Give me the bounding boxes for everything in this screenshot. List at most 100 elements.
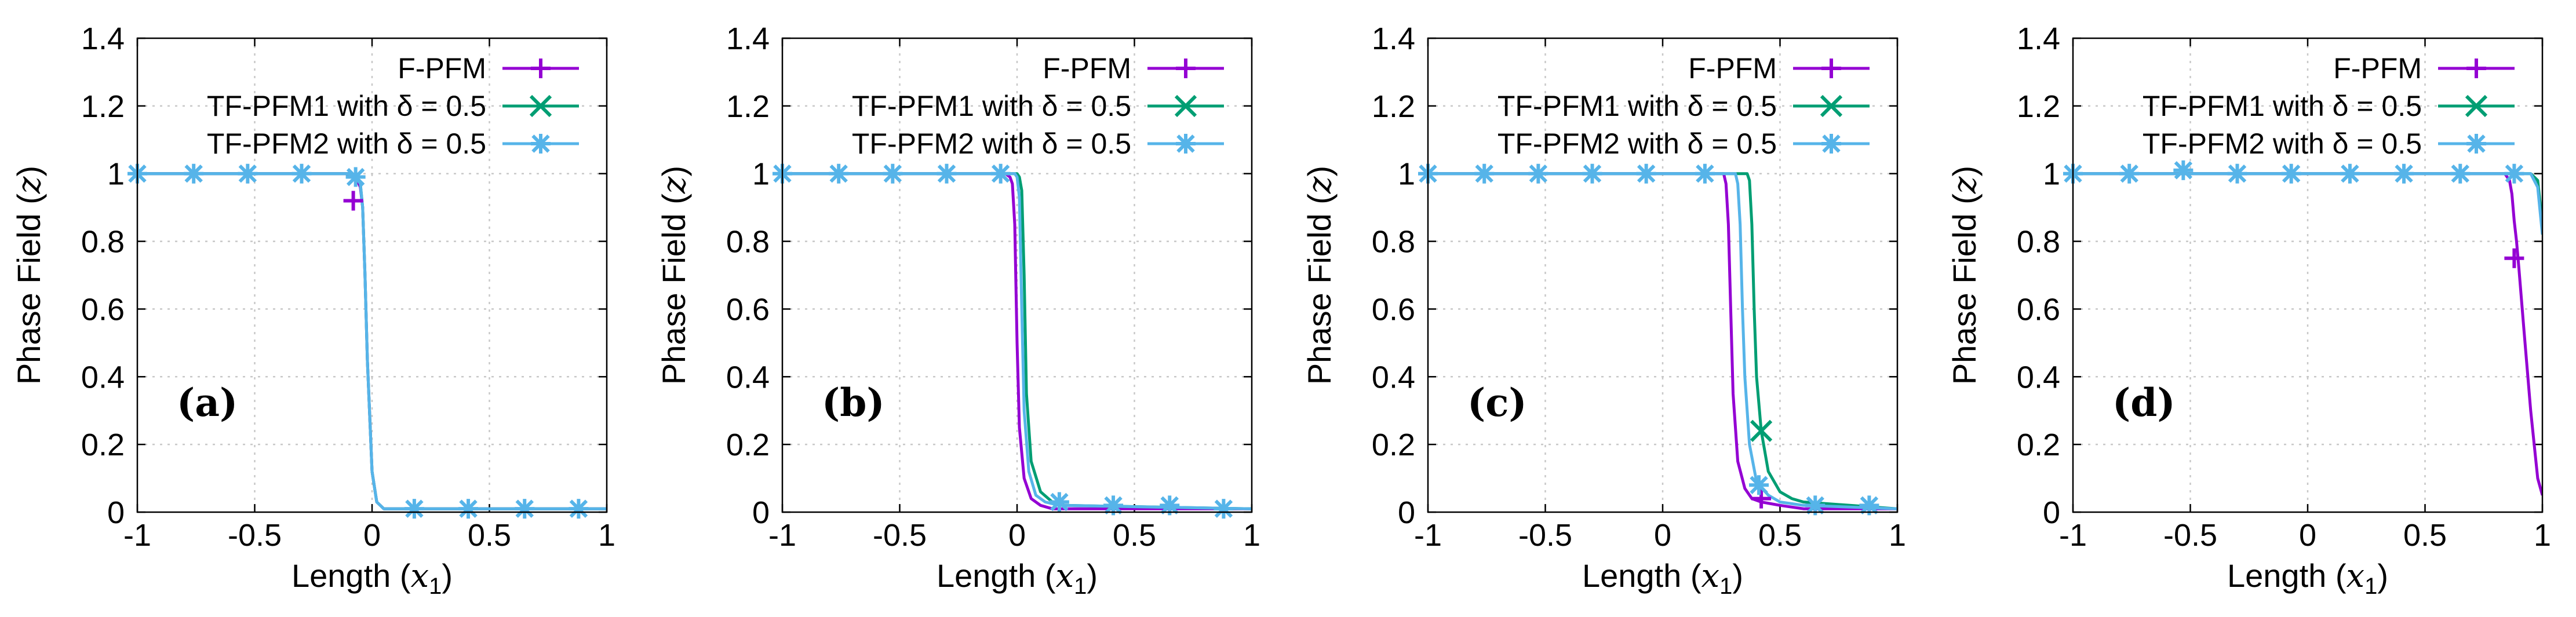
- y-axis-label-text: Phase Field (: [655, 194, 692, 385]
- x-tick-label: 0: [1654, 518, 1671, 553]
- y-axis-label: Phase Field (z): [1946, 166, 1984, 385]
- y-tick-label: 0.4: [726, 360, 770, 395]
- legend-label: TF-PFM2 with δ = 0.5: [852, 127, 1131, 160]
- legend-marker: [531, 134, 551, 154]
- legend: F-PFM TF-PFM1 with δ = 0.5 TF-PFM2 with δ …: [852, 52, 1224, 160]
- series-line-2: [137, 172, 607, 510]
- y-tick-label: 1.2: [1372, 89, 1415, 124]
- y-axis-label: Phase Field (z): [10, 166, 48, 385]
- plot-frame: [136, 37, 608, 513]
- legend-marker: [2466, 59, 2486, 78]
- y-axis-label: Phase Field (z): [1301, 166, 1339, 385]
- x-axis-label-var: x: [1701, 557, 1720, 595]
- y-tick-label: 0.8: [2017, 225, 2060, 260]
- x-tick-label: 1: [2534, 518, 2551, 553]
- data-point-marker: [2394, 163, 2414, 184]
- y-tick-label: 1: [752, 157, 770, 192]
- y-axis-label-var: z: [1946, 176, 1984, 194]
- y-tick-label: 0.2: [1372, 428, 1415, 462]
- legend-label: TF-PFM1 with δ = 0.5: [852, 90, 1131, 122]
- legend-label: F-PFM: [2333, 52, 2422, 85]
- x-tick-label: 0: [2299, 518, 2316, 553]
- x-axis-label: Length (x1): [937, 557, 1098, 599]
- legend-marker: [1176, 134, 1196, 154]
- panel-label: (a): [177, 380, 238, 425]
- y-tick-label: 0: [2043, 495, 2060, 530]
- data-point-marker: [1214, 499, 1234, 519]
- y-tick-label: 0: [107, 495, 125, 530]
- data-point-marker: [1750, 419, 1773, 442]
- y-tick-label: 1.2: [726, 89, 770, 124]
- data-point-marker: [1474, 163, 1495, 184]
- x-tick-label: -1: [2059, 518, 2087, 553]
- x-tick-label: 1: [1889, 518, 1906, 553]
- x-axis-label-sub: 1: [429, 574, 442, 599]
- data-point-marker: [2504, 163, 2524, 184]
- data-point-marker: [1528, 163, 1548, 184]
- data-point-marker: [2281, 163, 2301, 184]
- x-tick-label: 1: [1243, 518, 1260, 553]
- y-tick-label: 1.2: [2017, 89, 2060, 124]
- y-tick-label: 1.4: [726, 21, 770, 56]
- x-axis-label-close: ): [1087, 557, 1098, 594]
- y-tick-label: 0.4: [1372, 360, 1415, 395]
- x-axis-label-sub: 1: [2364, 574, 2377, 599]
- x-axis-label-var: x: [411, 557, 429, 595]
- x-tick-label: 1: [598, 518, 615, 553]
- data-point-marker: [2173, 160, 2194, 180]
- chart-panel-3: -1 -0.5 0 0.5 1 0 0.2 0.4 0.6 0.8 1 1.2 1.4 F-PFM TF-P…: [1946, 21, 2551, 599]
- y-axis-label: Phase Field (z): [655, 166, 693, 385]
- x-tick-label: -1: [1414, 518, 1442, 553]
- legend-label: F-PFM: [1043, 52, 1131, 85]
- x-tick-label: -1: [768, 518, 796, 553]
- legend-marker: [1174, 94, 1197, 118]
- panel-label: (b): [822, 380, 885, 425]
- y-axis-label-var: z: [1301, 176, 1339, 194]
- data-point-marker: [2450, 163, 2471, 184]
- y-tick-label: 0.6: [2017, 292, 2060, 327]
- y-axis-label-close: ): [10, 166, 47, 177]
- x-tick-label: -0.5: [1518, 518, 1572, 553]
- y-tick-label: 1: [2043, 157, 2060, 192]
- y-tick-label: 0.8: [726, 225, 770, 260]
- x-axis-label-text: Length (: [937, 557, 1056, 594]
- y-tick-label: 0.4: [2017, 360, 2060, 395]
- series-line-2: [2073, 172, 2542, 235]
- data-point-marker: [458, 499, 479, 519]
- y-tick-label: 0.2: [2017, 428, 2060, 462]
- legend-marker: [1176, 59, 1196, 78]
- legend-marker: [1821, 59, 1841, 78]
- y-axis-label-close: ): [655, 166, 692, 177]
- x-axis-label: Length (x1): [1582, 557, 1743, 599]
- data-point-marker: [829, 163, 849, 184]
- legend-marker: [1820, 94, 1843, 118]
- y-axis-label-close: ): [1301, 166, 1338, 177]
- y-tick-label: 1.2: [81, 89, 125, 124]
- y-tick-label: 1: [1398, 157, 1415, 192]
- data-point-marker: [1582, 163, 1602, 184]
- x-axis-label-var: x: [1056, 557, 1074, 595]
- data-point-marker: [2340, 163, 2360, 184]
- plot-frame: [2072, 37, 2544, 513]
- y-tick-label: 0.2: [81, 428, 125, 462]
- x-tick-label: -1: [123, 518, 151, 553]
- x-tick-label: 0.5: [468, 518, 511, 553]
- x-axis-label-close: ): [2377, 557, 2388, 594]
- y-axis-label-text: Phase Field (: [1946, 194, 1983, 385]
- x-axis-label: Length (x1): [292, 557, 453, 599]
- y-tick-label: 0: [752, 495, 770, 530]
- data-point-marker: [2504, 248, 2524, 268]
- data-point-marker: [515, 499, 535, 519]
- x-tick-label: 0: [1008, 518, 1026, 553]
- x-axis-label: Length (x1): [2227, 557, 2388, 599]
- legend-marker: [2465, 94, 2488, 118]
- x-tick-label: -0.5: [873, 518, 927, 553]
- chart-panel-1: -1 -0.5 0 0.5 1 0 0.2 0.4 0.6 0.8 1 1.2 1.4 F-PFM TF-P…: [655, 21, 1260, 599]
- data-point-marker: [990, 163, 1011, 184]
- y-axis-label-text: Phase Field (: [10, 194, 47, 385]
- x-tick-label: -0.5: [2163, 518, 2217, 553]
- x-axis-label-var: x: [2347, 557, 2365, 595]
- y-axis-label-var: z: [10, 176, 48, 194]
- legend-label: TF-PFM2 with δ = 0.5: [207, 127, 486, 160]
